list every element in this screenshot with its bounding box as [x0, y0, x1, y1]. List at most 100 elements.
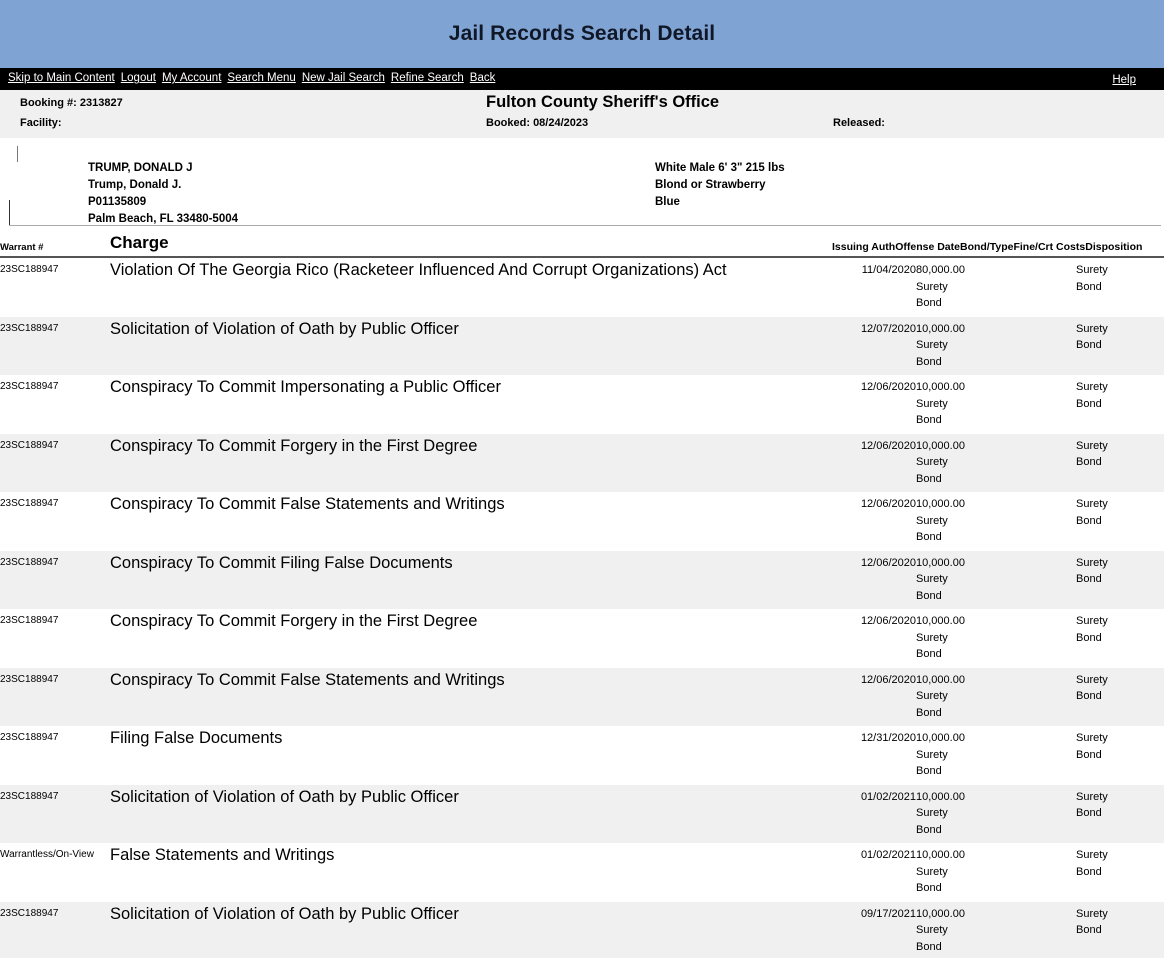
- cell-bond-type: 10,000.00 Surety Bond: [916, 433, 1056, 492]
- cell-charge-description: False Statements and Writings: [110, 843, 832, 902]
- table-row: 23SC188947 Conspiracy To Commit False Sta…: [0, 667, 1164, 726]
- cell-bond-type: 10,000.00 Surety Bond: [916, 492, 1056, 551]
- cell-disposition: Surety Bond: [1076, 901, 1164, 958]
- charges-table-wrapper: Warrant # Charge Issuing AuthOffense Dat…: [0, 233, 1164, 958]
- my-account-link[interactable]: My Account: [161, 72, 222, 85]
- bond-type-line-2: Bond: [916, 472, 942, 485]
- cell-charge-description: Filing False Documents: [110, 726, 832, 785]
- bond-type-line-2: Bond: [916, 765, 942, 777]
- search-menu-link[interactable]: Search Menu: [227, 72, 296, 85]
- table-row: 23SC188947 Conspiracy To Commit False Sta…: [0, 492, 1164, 551]
- logout-link[interactable]: Logout: [120, 72, 156, 85]
- cell-bond-type: 10,000.00 Surety Bond: [916, 784, 1056, 843]
- cell-offense-date: 12/06/2020: [832, 550, 916, 609]
- subject-hair-color: Blond or Strawberry: [655, 179, 766, 191]
- cell-bond-type: 10,000.00 Surety Bond: [916, 375, 1056, 434]
- page-title: Jail Records Search Detail: [448, 22, 716, 45]
- cell-bond-type: 80,000.00 Surety Bond: [916, 257, 1056, 317]
- header-disposition: Disposition: [1085, 241, 1143, 253]
- disposition-line-1: Surety: [1076, 790, 1108, 803]
- refine-search-link[interactable]: Refine Search: [390, 72, 464, 85]
- header-offense-date: Offense Date: [895, 241, 960, 253]
- booking-number-field: Booking #: 2313827: [20, 97, 123, 109]
- bond-type-line-2: Bond: [916, 823, 942, 836]
- skip-to-main-content-link[interactable]: Skip to Main Content: [8, 72, 115, 85]
- cell-bond-type: 10,000.00 Surety Bond: [916, 550, 1056, 609]
- bond-amount: 80,000.00: [916, 264, 965, 276]
- mugshot-placeholder-icon: [17, 146, 18, 162]
- disposition-line-2: Bond: [1076, 339, 1102, 351]
- bond-type-line-1: Surety: [916, 748, 948, 761]
- bond-amount: 10,000.00: [916, 381, 965, 393]
- cell-offense-date: 12/06/2020: [832, 667, 916, 726]
- subject-eye-color: Blue: [655, 196, 680, 208]
- bond-type-line-2: Bond: [916, 706, 942, 719]
- subject-name-upper: TRUMP, DONALD J: [88, 162, 193, 174]
- table-row: 23SC188947 Conspiracy To Commit Forgery i…: [0, 609, 1164, 668]
- cell-offense-date: 01/02/2021: [832, 784, 916, 843]
- cell-bond-type: 10,000.00 Surety Bond: [916, 316, 1056, 375]
- cell-charge-description: Conspiracy To Commit False Statements an…: [110, 667, 832, 726]
- back-link[interactable]: Back: [469, 72, 496, 85]
- subject-address: Palm Beach, FL 33480-5004: [88, 213, 239, 225]
- header-fine-crt-costs: Fine/Crt Costs: [1013, 241, 1086, 253]
- bond-type-line-1: Surety: [916, 573, 948, 585]
- agency-name: Fulton County Sheriff's Office: [486, 93, 720, 111]
- cell-fine-crt-costs: [1056, 316, 1076, 375]
- bond-amount: 10,000.00: [916, 322, 965, 335]
- nav-help-group: Help: [1112, 70, 1156, 88]
- table-row: Warrantless/On-View False Statements and …: [0, 843, 1164, 902]
- disposition-line-1: Surety: [1076, 673, 1108, 686]
- released-date-field: Released:: [833, 117, 885, 129]
- cell-charge-description: Solicitation of Violation of Oath by Pub…: [110, 316, 832, 375]
- released-label: Released:: [833, 117, 885, 129]
- cell-warrant-number: Warrantless/On-View: [0, 843, 110, 902]
- cell-charge-description: Conspiracy To Commit False Statements an…: [110, 492, 832, 551]
- cell-fine-crt-costs: [1056, 433, 1076, 492]
- bond-amount: 10,000.00: [916, 556, 965, 569]
- charges-header-row: Warrant # Charge Issuing AuthOffense Dat…: [0, 233, 1164, 258]
- cell-fine-crt-costs: [1056, 901, 1076, 958]
- bond-amount: 10,000.00: [916, 439, 965, 452]
- disposition-line-1: Surety: [1076, 439, 1108, 452]
- cell-offense-date: 12/06/2020: [832, 375, 916, 434]
- disposition-line-2: Bond: [1076, 865, 1102, 878]
- bond-type-line-2: Bond: [916, 531, 942, 543]
- booking-summary-strip: Booking #: 2313827 Facility: Fulton Coun…: [0, 90, 1164, 138]
- subject-id-number: P01135809: [88, 196, 147, 208]
- page-title-banner: Jail Records Search Detail: [0, 0, 1164, 68]
- bond-amount: 10,000.00: [916, 907, 965, 920]
- cell-offense-date: 01/02/2021: [832, 843, 916, 902]
- cell-warrant-number: 23SC188947: [0, 257, 110, 317]
- disposition-line-1: Surety: [1076, 381, 1108, 393]
- section-divider-rule: [9, 225, 1161, 226]
- bond-amount: 10,000.00: [916, 732, 965, 744]
- header-warrant: Warrant #: [0, 233, 110, 258]
- table-row: 23SC188947 Filing False Documents 12/31/20…: [0, 726, 1164, 785]
- disposition-line-2: Bond: [1076, 690, 1102, 702]
- disposition-line-1: Surety: [1076, 907, 1108, 920]
- header-issuing-auth: Issuing Auth: [832, 241, 896, 253]
- disposition-line-1: Surety: [1076, 264, 1108, 276]
- new-jail-search-link[interactable]: New Jail Search: [301, 72, 385, 85]
- cell-bond-type: 10,000.00 Surety Bond: [916, 667, 1056, 726]
- cell-charge-description: Conspiracy To Commit Forgery in the Firs…: [110, 609, 832, 668]
- subject-details-block: TRUMP, DONALD J Trump, Donald J. P011358…: [0, 138, 1164, 233]
- disposition-line-2: Bond: [1076, 280, 1102, 293]
- bond-type-line-1: Surety: [916, 280, 948, 293]
- help-link[interactable]: Help: [1112, 74, 1136, 86]
- cell-fine-crt-costs: [1056, 375, 1076, 434]
- bond-type-line-1: Surety: [916, 924, 948, 936]
- cell-offense-date: 12/06/2020: [832, 433, 916, 492]
- cell-disposition: Surety Bond: [1076, 257, 1164, 317]
- facility-field: Facility:: [20, 117, 62, 129]
- cell-fine-crt-costs: [1056, 492, 1076, 551]
- charges-table: Warrant # Charge Issuing AuthOffense Dat…: [0, 233, 1164, 958]
- cell-disposition: Surety Bond: [1076, 433, 1164, 492]
- booked-date-field: Booked: 08/24/2023: [486, 117, 588, 129]
- cell-warrant-number: 23SC188947: [0, 375, 110, 434]
- cell-disposition: Surety Bond: [1076, 843, 1164, 902]
- bond-type-line-2: Bond: [916, 648, 942, 660]
- cell-disposition: Surety Bond: [1076, 375, 1164, 434]
